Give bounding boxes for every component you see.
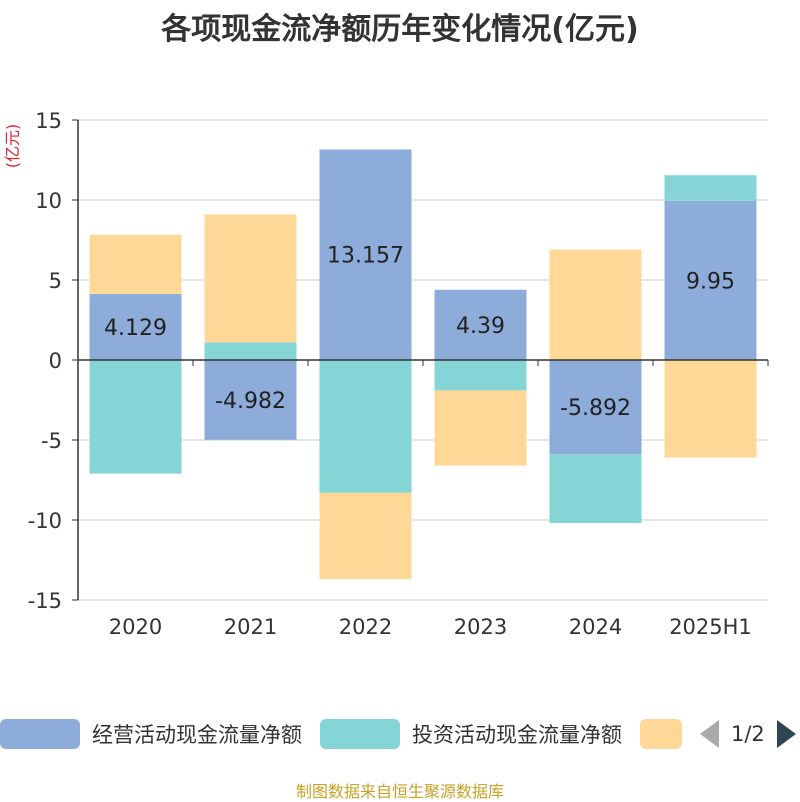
legend-swatch-investing [320,719,400,749]
legend-prev-page-icon[interactable] [700,720,719,748]
bar-series1-2021[interactable] [204,342,297,360]
bar-series0-2020[interactable] [89,293,182,360]
legend-next-page-icon[interactable] [776,720,796,748]
data-label-2022: 13.157 [327,244,404,269]
data-label-2023: 4.39 [456,314,505,339]
bar-series0-2021[interactable] [204,360,297,440]
bar-series0-2023[interactable] [434,289,527,360]
bar-series0-2022[interactable] [319,149,412,360]
data-label-2020: 4.129 [104,316,167,341]
bar-series1-2024[interactable] [549,454,642,524]
bar-series1-2022[interactable] [319,360,412,493]
legend-swatch-financing [640,719,682,749]
data-label-2021: -4.982 [215,389,286,414]
bar-series1-2025H1[interactable] [664,175,757,201]
bar-series1-2023[interactable] [434,360,527,391]
y-tick-label: 0 [49,349,62,373]
bar-series2-2025H1[interactable] [664,360,757,458]
legend-swatch-operating [0,719,80,749]
y-tick-label: 15 [35,109,62,133]
x-tick-label: 2022 [339,615,392,639]
legend-pager: 1/2 [700,712,796,756]
legend-page-indicator: 1/2 [731,722,765,746]
y-tick-label: 5 [49,269,62,293]
bar-series2-2020[interactable] [89,234,182,294]
bar-series1-2020[interactable] [89,360,182,474]
x-tick-label: 2025H1 [669,615,752,639]
x-tick-label: 2024 [569,615,622,639]
data-label-2025H1: 9.95 [686,269,735,294]
y-axis-unit-label: (亿元) [3,124,22,169]
legend-item-operating[interactable]: 经营活动现金流量净额 [0,712,302,756]
x-tick-label: 2023 [454,615,507,639]
bar-series2-2023[interactable] [434,390,527,466]
bar-series2-2024[interactable] [549,249,642,360]
x-tick-label: 2020 [109,615,162,639]
legend-label-operating: 经营活动现金流量净额 [92,723,302,747]
data-label-2024: -5.892 [560,396,631,421]
legend: 经营活动现金流量净额 投资活动现金流量净额 1/2 [0,712,800,756]
legend-item-investing[interactable]: 投资活动现金流量净额 [320,712,622,756]
y-tick-label: 10 [35,189,62,213]
legend-item-financing[interactable] [640,712,682,756]
source-note: 制图数据来自恒生聚源数据库 [295,782,504,801]
bar-series2-2021[interactable] [204,214,297,343]
y-tick-label: -10 [28,509,62,533]
y-tick-label: -15 [28,589,62,613]
bar-series2-2022[interactable] [319,492,412,580]
y-tick-label: -5 [41,429,62,453]
bar-series0-2024[interactable] [549,360,642,455]
chart-title: 各项现金流净额历年变化情况(亿元) [161,12,639,47]
bar-series0-2025H1[interactable] [664,200,757,360]
legend-label-investing: 投资活动现金流量净额 [412,723,622,747]
x-tick-label: 2021 [224,615,277,639]
